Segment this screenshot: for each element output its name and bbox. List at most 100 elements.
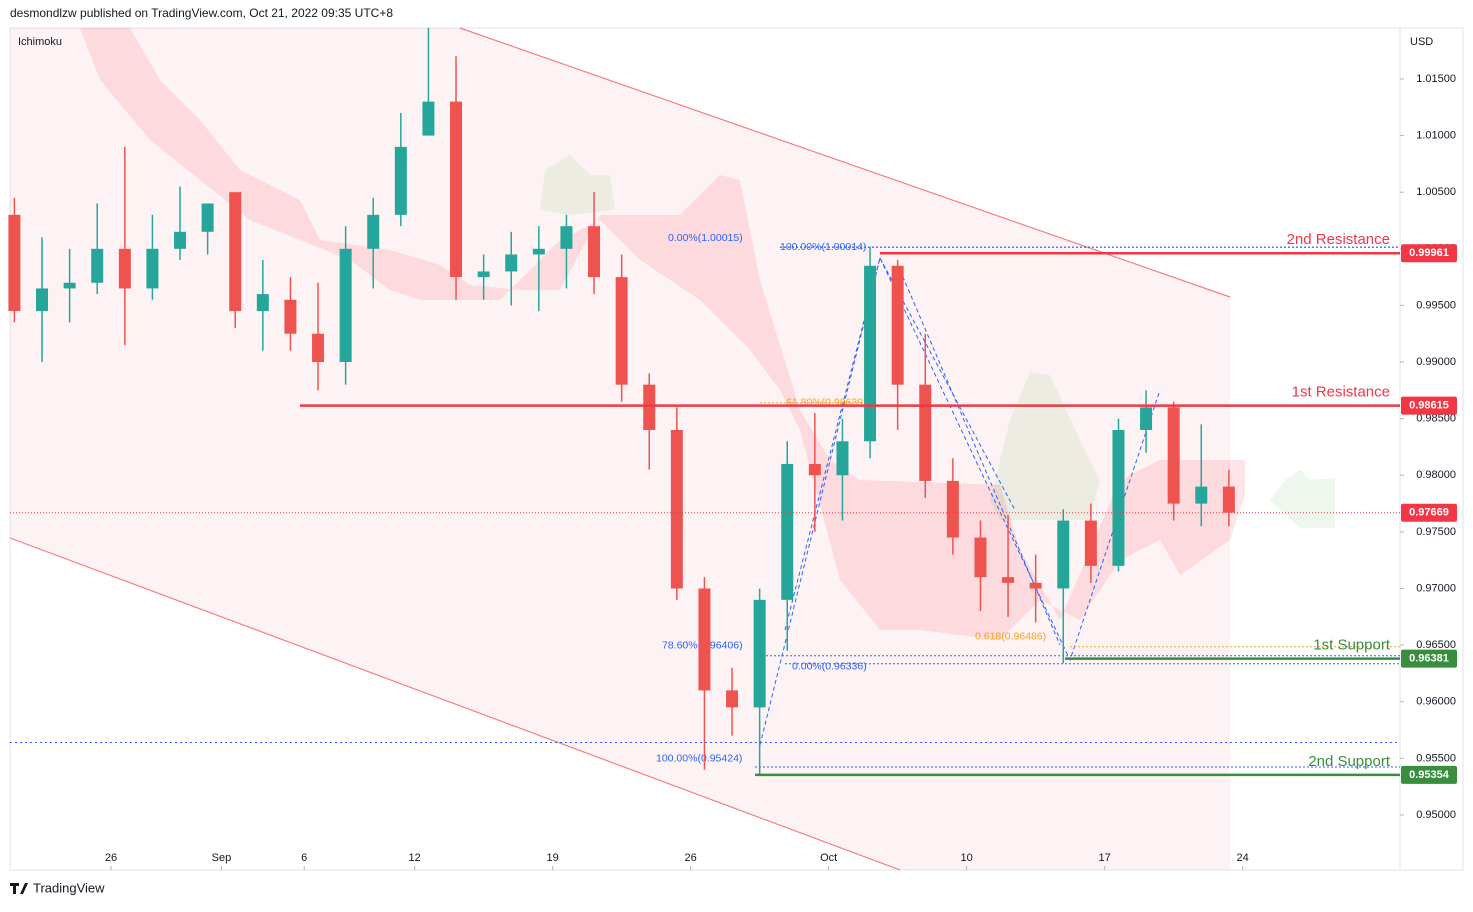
candle-body [946,480,959,538]
y-tick-label: 0.97000 [1416,582,1456,594]
price-tag-label: 0.98615 [1409,400,1449,412]
candle-body [560,226,573,249]
y-tick-label: 0.96500 [1416,639,1456,651]
x-tick-label: Sep [212,852,232,864]
price-tag [1401,396,1457,415]
candle-body [891,265,904,385]
candle-body [808,463,821,476]
footer-brand: TradingView [33,880,105,895]
candle-body [1029,582,1042,589]
candle-body [118,248,131,289]
price-tag [1401,244,1457,263]
fib-label: 0.00%(0.96336) [792,660,867,672]
tradingview-logo [10,883,28,894]
candle-body [1222,486,1235,513]
candle-body [615,277,628,385]
candle-body [394,146,407,215]
y-tick-label: 0.97500 [1416,526,1456,538]
candle-body [1195,486,1208,504]
candle-body [726,690,739,708]
fib-label: 0.00%(1.00015) [668,232,743,244]
candle-body [312,333,325,363]
candle-body [477,271,490,278]
candle-body [781,463,794,600]
candle-body [256,294,269,312]
candle-body [1167,407,1180,504]
candle-body [1002,577,1015,583]
candle-body [229,192,242,312]
candle-body [201,203,214,232]
level-name: 1st Support [1313,637,1391,654]
candle-body [367,214,380,249]
price-tag [1401,649,1457,668]
y-tick-label: 0.99000 [1416,356,1456,368]
candle-body [1112,429,1125,566]
y-tick-label: 0.98000 [1416,469,1456,481]
candle-body [836,441,849,476]
candle-body [753,599,766,708]
x-tick-label: 12 [409,852,421,864]
candle-body [698,588,711,691]
last-price-label: 0.97669 [1409,507,1449,519]
y-tick-label: 1.00500 [1416,186,1456,198]
price-tag-label: 0.96381 [1409,653,1449,665]
candle-body [505,254,518,272]
candle-body [670,429,683,589]
frame [9,27,1464,871]
y-tick-label: 0.95500 [1416,752,1456,764]
ichimoku-cloud-green [540,155,1335,528]
fib-label: 0.618(0.96486) [975,630,1046,642]
x-tick-label: Oct [820,852,837,864]
candle-body [91,248,104,283]
x-tick-label: 24 [1237,852,1249,864]
candle-body [588,226,601,278]
candle-body [643,384,656,430]
level-name: 1st Resistance [1292,384,1390,401]
y-tick-label: 1.01500 [1416,73,1456,85]
candle-body [450,101,463,278]
candle-body [422,101,435,136]
candle-body [1057,520,1070,589]
candle-body [63,282,76,289]
x-tick-label: 17 [1099,852,1111,864]
candle-body [1140,407,1153,430]
candle-body [36,288,49,312]
x-tick-label: 19 [547,852,559,864]
x-tick-label: 26 [685,852,697,864]
price-tag [1401,765,1457,784]
price-tag-label: 0.99961 [1409,247,1449,259]
candle-body [864,265,877,442]
channel-fill [10,28,1230,870]
candle-body [339,248,352,363]
x-tick-label: 26 [105,852,117,864]
y-tick-label: 0.95000 [1416,809,1456,821]
candle-body [919,384,932,481]
y-tick-label: 0.98500 [1416,413,1456,425]
fib-label: 100.00%(0.95424) [656,753,742,765]
y-tick-label: 1.01000 [1416,129,1456,141]
level-name: 2nd Resistance [1287,231,1390,248]
y-tick-label: 0.96000 [1416,696,1456,708]
candle-body [1084,520,1097,566]
price-tag [1401,503,1457,522]
channel-bottom [9,537,901,871]
candle-body [8,214,21,312]
publisher: desmondlzw published on TradingView.com,… [10,6,393,20]
fib-zigzag [759,256,1161,746]
fib-label: 61.80%(0.98639) [786,397,867,409]
candle-body [146,248,159,289]
y-tick-label: 0.99500 [1416,299,1456,311]
currency: USD [1410,36,1433,48]
fib-label: 100.00%(1.00014) [780,241,866,253]
level-name: 2nd Support [1308,753,1391,770]
price-tag-label: 0.95354 [1409,769,1450,781]
x-tick-label: 10 [961,852,973,864]
candle-body [174,231,187,249]
x-tick-label: 6 [301,852,307,864]
indicator-name: Ichimoku [18,36,62,48]
candle-body [532,248,545,255]
candle-body [284,299,297,334]
candle-body [974,537,987,578]
